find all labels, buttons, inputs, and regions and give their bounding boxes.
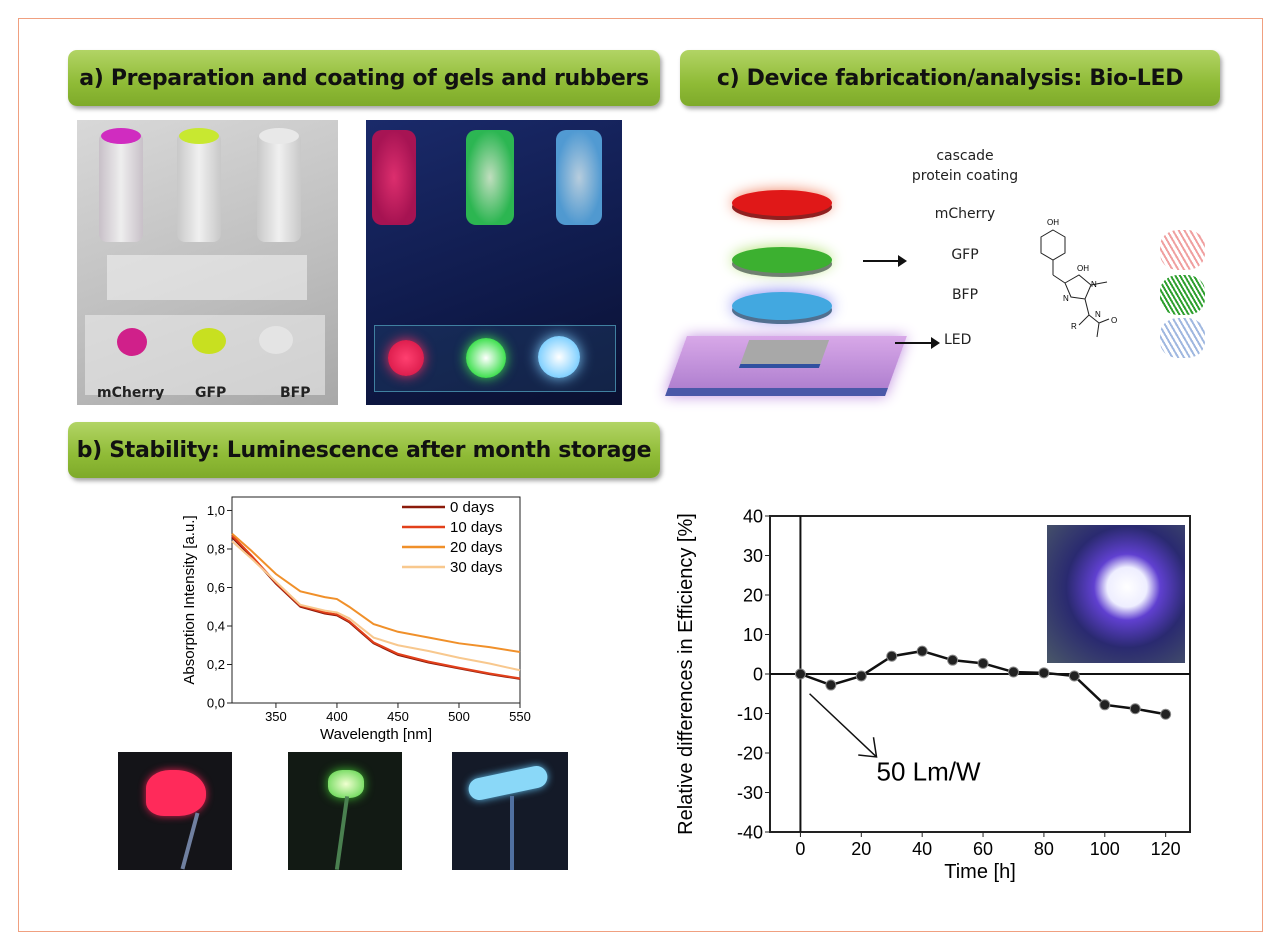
y-tick-label: 0,2 (207, 657, 225, 672)
panel-c-header: c) Device fabrication/analysis: Bio-LED (680, 50, 1220, 106)
y-tick-label: 0,0 (207, 696, 225, 711)
x-tick-label: 0 (795, 839, 805, 859)
y-axis-label: Relative differences in Efficiency [%] (675, 513, 697, 835)
figure-border (18, 18, 1263, 932)
x-axis-label: Time [h] (944, 861, 1016, 883)
data-point (947, 654, 959, 666)
series-line-10-days (231, 534, 521, 680)
mcherry-layer (732, 190, 832, 216)
chem-r: R (1071, 322, 1077, 331)
gfp-rubber-photo (288, 752, 402, 870)
x-tick-label: 400 (326, 709, 348, 724)
arrowhead-icon (931, 337, 940, 349)
panel-b-header: b) Stability: Luminescence after month s… (68, 422, 660, 478)
label-mcherry: mCherry (97, 385, 165, 401)
bio-led-inset-photo (1047, 525, 1185, 663)
x-tick-label: 120 (1151, 839, 1181, 859)
gfp-arrow (863, 260, 903, 262)
data-point (825, 679, 837, 691)
data-point (794, 668, 806, 680)
data-point (1099, 699, 1111, 711)
arrowhead-icon (898, 255, 907, 267)
data-point (1129, 703, 1141, 715)
data-point (1038, 667, 1050, 679)
legend-label: 20 days (450, 539, 503, 556)
y-tick-label: -10 (737, 704, 763, 724)
efficiency-chart: 0 20 40 60 80 100 120 -40 -30 -20 -10 0 10 20 30 40 Time… (675, 506, 1191, 883)
gfp-layer (732, 247, 832, 273)
x-axis-label: Wavelength [nm] (320, 726, 432, 743)
legend-label: 10 days (450, 519, 503, 536)
y-tick-label: -40 (737, 822, 763, 842)
layer-label-gfp: GFP (951, 247, 979, 263)
bfp-protein-icon (1160, 318, 1205, 358)
chem-oh: OH (1077, 264, 1089, 273)
led-arrow (895, 342, 935, 344)
bfp-layer (732, 292, 832, 320)
chem-n1: N (1091, 280, 1097, 289)
x-tick-label: 80 (1034, 839, 1054, 859)
data-point (1160, 708, 1172, 720)
x-tick-label: 20 (851, 839, 871, 859)
y-tick-label: 30 (743, 546, 763, 566)
y-axis-label: Absorption Intensity [a.u.] (181, 515, 198, 684)
legend-label: 0 days (450, 499, 494, 516)
data-point (977, 657, 989, 669)
panel-a-header: a) Preparation and coating of gels and r… (68, 50, 660, 106)
led-chip (738, 340, 830, 368)
y-tick-label: 0,6 (207, 580, 225, 595)
x-tick-label: 450 (387, 709, 409, 724)
annotation-arrow (809, 693, 878, 758)
absorption-chart: 350 400 450 500 550 0,0 0,2 0,4 0,6 0,8 1,0 Wavelen… (181, 496, 531, 743)
gels-uv-photo (366, 120, 622, 405)
y-tick-label: 1,0 (207, 503, 225, 518)
x-tick-label: 60 (973, 839, 993, 859)
x-tick-label: 350 (265, 709, 287, 724)
label-gfp: GFP (195, 385, 227, 401)
x-tick-label: 40 (912, 839, 932, 859)
chem-oh-top: OH (1047, 218, 1059, 227)
chromophore-structure: OH OH N N N R O (1040, 218, 1117, 338)
y-tick-label: -30 (737, 783, 763, 803)
label-bfp: BFP (280, 385, 311, 401)
chem-n3: N (1095, 310, 1101, 319)
data-point (886, 650, 898, 662)
series-line-30-days (231, 540, 521, 672)
data-point (1068, 670, 1080, 682)
plot-frame (231, 496, 521, 704)
gfp-protein-icon (1160, 275, 1205, 315)
x-tick-label: 550 (509, 709, 531, 724)
x-tick-label: 500 (448, 709, 470, 724)
annotation-label: 50 Lm/W (877, 757, 981, 787)
x-tick-label: 100 (1090, 839, 1120, 859)
chem-o: O (1111, 316, 1117, 325)
y-tick-label: 0 (753, 664, 763, 684)
mcherry-protein-icon (1160, 230, 1205, 270)
data-point (855, 670, 867, 682)
layer-label-mcherry: mCherry (934, 206, 996, 222)
arrowhead-icon (858, 737, 878, 758)
data-point (1007, 666, 1019, 678)
mcherry-rubber-photo (118, 752, 232, 870)
layer-label-bfp: BFP (951, 287, 979, 303)
y-tick-label: 0,4 (207, 619, 225, 634)
bfp-rubber-photo (452, 752, 568, 870)
y-tick-label: 40 (743, 506, 763, 526)
gels-daylight-photo (77, 120, 338, 405)
cascade-coating-label: cascade protein coating (911, 148, 1019, 184)
chem-n2: N (1063, 294, 1069, 303)
series-line-20-days (231, 532, 521, 653)
y-tick-label: 0,8 (207, 542, 225, 557)
y-tick-label: 10 (743, 625, 763, 645)
y-tick-label: -20 (737, 743, 763, 763)
led-label: LED (944, 332, 972, 348)
bio-led-diagram: cascade protein coating mCherry GFP BFP … (660, 140, 1220, 410)
y-tick-label: 20 (743, 585, 763, 605)
legend-label: 30 days (450, 559, 503, 576)
data-point (916, 645, 928, 657)
